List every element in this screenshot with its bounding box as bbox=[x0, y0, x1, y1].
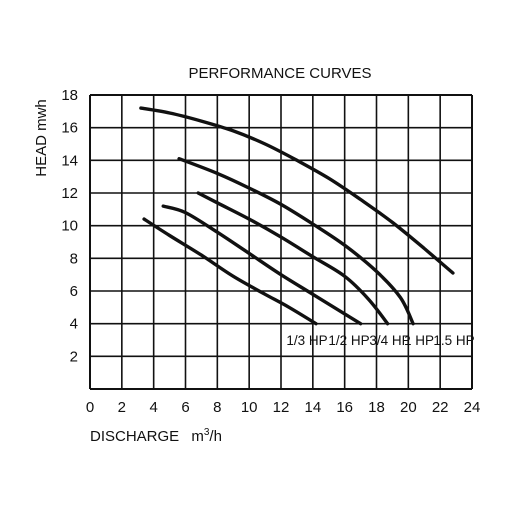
x-tick-label: 12 bbox=[273, 399, 290, 416]
x-tick-label: 16 bbox=[336, 399, 353, 416]
x-tick-label: 0 bbox=[86, 399, 94, 416]
curves bbox=[139, 106, 455, 326]
y-tick-label: 18 bbox=[61, 87, 78, 104]
y-tick-label: 8 bbox=[70, 250, 78, 267]
curve-3-4-hp bbox=[196, 191, 390, 326]
grid bbox=[89, 94, 473, 390]
x-tick-label: 22 bbox=[432, 399, 449, 416]
curve-1-hp bbox=[177, 157, 415, 326]
curve-label: 3/4 HP bbox=[369, 333, 410, 348]
x-tick-label: 2 bbox=[118, 399, 126, 416]
x-axis-unit-tail: /h bbox=[209, 428, 222, 445]
x-tick-label: 14 bbox=[304, 399, 321, 416]
x-axis-label: DISCHARGE m3/h bbox=[90, 427, 222, 445]
y-axis-label: HEAD mwh bbox=[33, 99, 50, 177]
curve-label: 1/2 HP bbox=[328, 333, 369, 348]
y-tick-label: 2 bbox=[70, 348, 78, 365]
x-axis-unit: m bbox=[191, 428, 204, 445]
y-tick-label: 10 bbox=[61, 218, 78, 235]
y-tick-labels: 2 4 6 8 10 12 14 16 18 bbox=[61, 87, 78, 365]
x-tick-labels: 0 2 4 6 8 10 12 14 16 18 20 22 24 bbox=[86, 399, 481, 416]
x-tick-label: 8 bbox=[213, 399, 221, 416]
x-tick-label: 4 bbox=[149, 399, 157, 416]
curve-1-3-hp bbox=[142, 217, 318, 326]
x-tick-label: 18 bbox=[368, 399, 385, 416]
x-tick-label: 24 bbox=[464, 399, 481, 416]
chart-title: PERFORMANCE CURVES bbox=[188, 65, 371, 82]
y-tick-label: 6 bbox=[70, 283, 78, 300]
x-tick-label: 20 bbox=[400, 399, 417, 416]
curve-label: 1.5 HP bbox=[433, 333, 474, 348]
y-tick-label: 14 bbox=[61, 152, 78, 169]
x-axis-unit-superscript: 3 bbox=[204, 427, 210, 438]
curve-label: 1 HP bbox=[404, 333, 434, 348]
curve-label: 1/3 HP bbox=[286, 333, 327, 348]
y-tick-label: 16 bbox=[61, 120, 78, 137]
curve-labels: 1/3 HP 1/2 HP 3/4 HP1 HP 1.5 HP bbox=[286, 333, 474, 348]
curve-1-2-hp bbox=[161, 204, 363, 326]
curve-1-5-hp bbox=[139, 106, 455, 275]
x-axis-label-text: DISCHARGE bbox=[90, 428, 179, 445]
x-tick-label: 6 bbox=[181, 399, 189, 416]
y-tick-label: 4 bbox=[70, 316, 78, 333]
y-tick-label: 12 bbox=[61, 185, 78, 202]
x-tick-label: 10 bbox=[241, 399, 258, 416]
